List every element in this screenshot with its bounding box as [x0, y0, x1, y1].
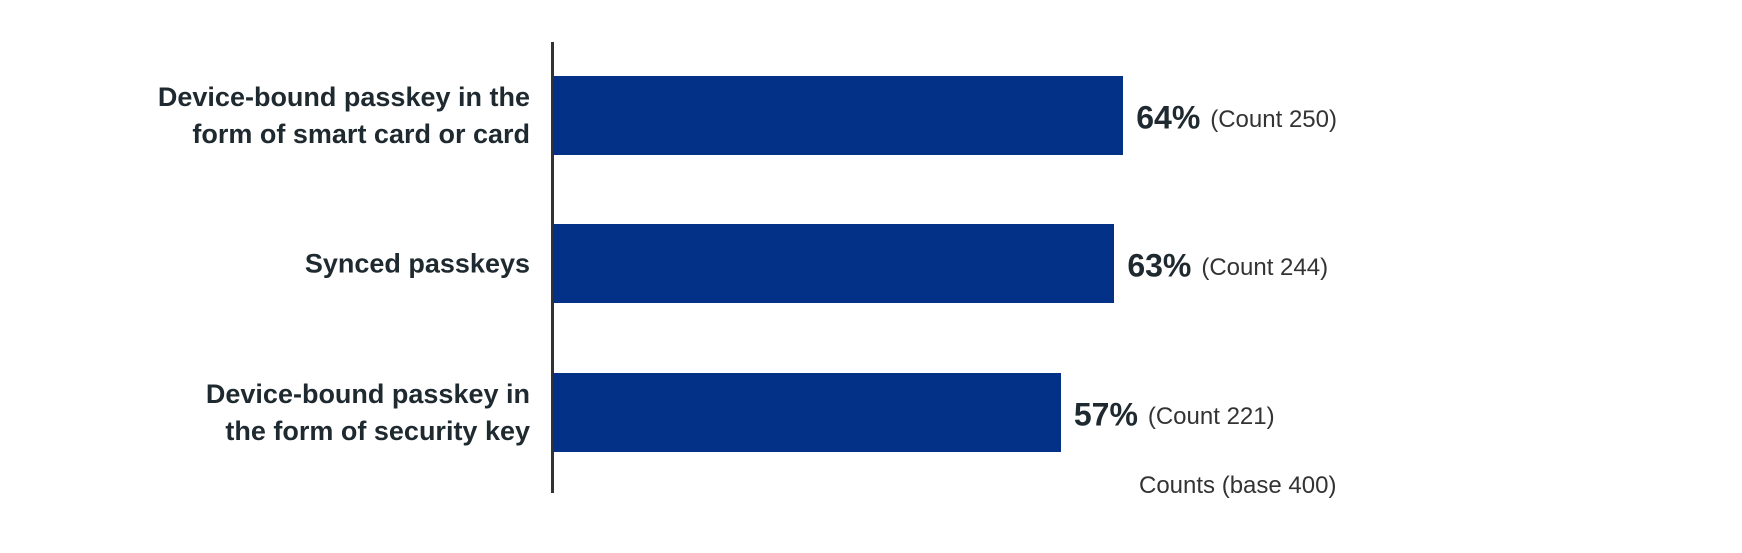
- note: Counts (base 400): [1139, 472, 1337, 499]
- value-label: 57%: [1073, 396, 1138, 432]
- value-label: 64%: [1136, 99, 1201, 135]
- category-label: Device-bound passkey in the form of smar…: [157, 81, 530, 149]
- axis-line: [551, 42, 554, 493]
- count-label: (Count 244): [1201, 253, 1329, 281]
- count-label: (Count 250): [1210, 105, 1337, 133]
- bar: [553, 224, 1115, 303]
- category-label: Device-bound passkey in the form of secu…: [205, 378, 530, 446]
- value-label: 63%: [1127, 247, 1192, 283]
- count-label: (Count 221): [1147, 402, 1275, 430]
- category-label: Synced passkeys: [304, 248, 530, 278]
- bar: [553, 373, 1061, 452]
- bar: [553, 76, 1124, 155]
